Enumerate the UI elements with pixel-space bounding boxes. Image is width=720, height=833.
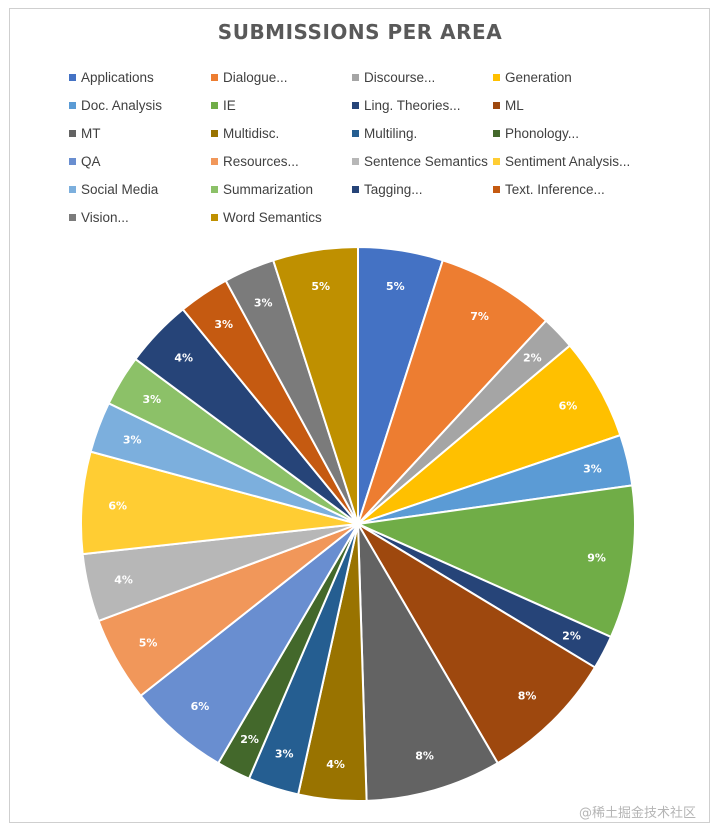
legend-item: Dialogue... bbox=[211, 67, 288, 87]
slice-data-label: 2% bbox=[562, 630, 581, 643]
legend-item: Multidisc. bbox=[211, 123, 279, 143]
legend-swatch bbox=[352, 185, 359, 193]
legend-swatch bbox=[69, 129, 76, 137]
legend-swatch bbox=[69, 185, 76, 193]
slice-data-label: 3% bbox=[254, 296, 273, 309]
legend-label: ML bbox=[505, 97, 524, 113]
legend-swatch bbox=[211, 213, 218, 221]
slice-data-label: 7% bbox=[470, 310, 489, 323]
legend-swatch bbox=[352, 73, 359, 81]
legend-swatch bbox=[211, 73, 218, 81]
legend-label: Tagging... bbox=[364, 181, 423, 197]
slice-data-label: 9% bbox=[587, 552, 606, 565]
legend-label: Applications bbox=[81, 69, 154, 85]
legend-swatch bbox=[211, 157, 218, 165]
legend-item: ML bbox=[493, 95, 524, 115]
legend-item: MT bbox=[69, 123, 101, 143]
legend-label: Word Semantics bbox=[223, 209, 322, 225]
pie-slice bbox=[357, 259, 548, 525]
legend-item: Applications bbox=[69, 67, 154, 87]
pie-slice bbox=[357, 523, 500, 802]
legend-swatch bbox=[493, 101, 500, 109]
legend-item: Sentiment Analysis... bbox=[493, 151, 630, 171]
pie-slice bbox=[271, 245, 359, 525]
slice-data-label: 2% bbox=[523, 352, 542, 365]
legend-swatch bbox=[493, 185, 500, 193]
legend-item: Generation bbox=[493, 67, 572, 87]
slice-data-label: 3% bbox=[583, 462, 602, 475]
slice-data-label: 5% bbox=[386, 280, 405, 293]
legend-label: Sentiment Analysis... bbox=[505, 153, 631, 169]
watermark: @稀土掘金技术社区 bbox=[578, 806, 696, 821]
slice-data-label: 3% bbox=[142, 393, 161, 406]
legend-swatch bbox=[211, 185, 218, 193]
legend-swatch bbox=[352, 101, 359, 109]
legend-swatch bbox=[493, 73, 500, 81]
legend-item: Tagging... bbox=[352, 179, 423, 199]
legend-label: Multiling. bbox=[364, 125, 418, 141]
slice-data-label: 5% bbox=[311, 280, 330, 293]
legend-swatch bbox=[493, 157, 500, 165]
legend-label: Dialogue... bbox=[223, 69, 288, 85]
chart-title: SUBMISSIONS PER AREA bbox=[217, 20, 503, 44]
legend-item: Multiling. bbox=[352, 123, 417, 143]
slice-data-label: 5% bbox=[139, 636, 158, 649]
legend-label: Generation bbox=[505, 69, 572, 85]
legend-label: Doc. Analysis bbox=[81, 97, 163, 113]
legend-label: Text. Inference... bbox=[505, 181, 605, 197]
legend-item: Ling. Theories... bbox=[352, 95, 461, 115]
legend-swatch bbox=[69, 213, 76, 221]
legend-item: Sentence Semantics bbox=[352, 151, 488, 171]
legend-swatch bbox=[69, 73, 76, 81]
legend-label: Discourse... bbox=[364, 69, 436, 85]
legend-swatch bbox=[69, 157, 76, 165]
slice-data-label: 6% bbox=[191, 700, 210, 713]
slice-data-label: 8% bbox=[415, 750, 434, 763]
slice-data-label: 2% bbox=[240, 733, 259, 746]
pie-slice bbox=[357, 523, 597, 765]
legend-item: Social Media bbox=[69, 179, 158, 199]
legend-label: Ling. Theories... bbox=[364, 97, 461, 113]
legend-item: Vision... bbox=[69, 207, 129, 227]
legend-swatch bbox=[352, 129, 359, 137]
legend-swatch bbox=[69, 101, 76, 109]
legend-label: QA bbox=[81, 153, 101, 169]
legend-label: Resources... bbox=[223, 153, 299, 169]
slice-data-label: 6% bbox=[108, 499, 127, 512]
legend-item: Doc. Analysis bbox=[69, 95, 162, 115]
legend-swatch bbox=[211, 101, 218, 109]
legend-item: QA bbox=[69, 151, 101, 171]
legend-label: Vision... bbox=[81, 209, 129, 225]
legend-label: Sentence Semantics bbox=[364, 153, 488, 169]
legend-item: Summarization bbox=[211, 179, 313, 199]
legend-label: Phonology... bbox=[505, 125, 580, 141]
slice-data-label: 8% bbox=[518, 690, 537, 703]
legend-item: Resources... bbox=[211, 151, 299, 171]
legend-item: Word Semantics bbox=[211, 207, 322, 227]
slice-data-label: 4% bbox=[174, 352, 193, 365]
legend-label: IE bbox=[223, 97, 236, 113]
slice-data-label: 3% bbox=[123, 434, 142, 447]
legend-label: Social Media bbox=[81, 181, 159, 197]
slice-data-label: 6% bbox=[559, 400, 578, 413]
slice-data-label: 4% bbox=[114, 574, 133, 587]
legend-label: Summarization bbox=[223, 181, 314, 197]
legend-item: Phonology... bbox=[493, 123, 579, 143]
legend-item: IE bbox=[211, 95, 236, 115]
pie-slice bbox=[354, 484, 636, 639]
slice-data-label: 3% bbox=[275, 747, 294, 760]
legend-swatch bbox=[352, 157, 359, 165]
slice-data-label: 3% bbox=[214, 318, 233, 331]
legend-swatch bbox=[211, 129, 218, 137]
legend-swatch bbox=[493, 129, 500, 137]
legend-item: Text. Inference... bbox=[493, 179, 605, 199]
legend-item: Discourse... bbox=[352, 67, 435, 87]
legend-label: MT bbox=[81, 125, 101, 141]
slice-data-label: 4% bbox=[326, 758, 345, 771]
legend-label: Multidisc. bbox=[223, 125, 280, 141]
